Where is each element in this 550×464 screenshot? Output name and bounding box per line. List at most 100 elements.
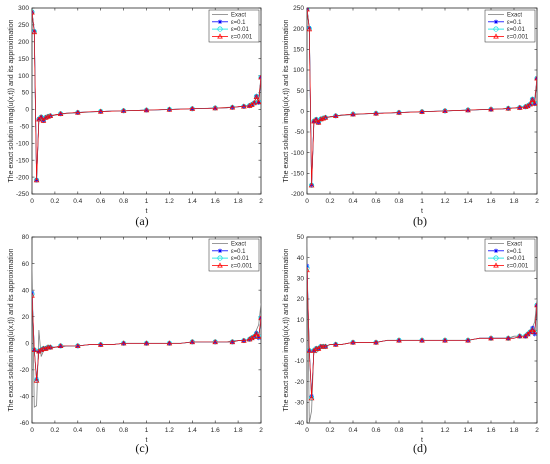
y-tick-label: -100 [16, 140, 29, 147]
data-point-3 [32, 9, 35, 15]
y-axis-label: The exact solution imag(u(x,t)) and its … [8, 19, 15, 182]
data-point-3 [488, 106, 494, 112]
data-point-3 [505, 105, 512, 111]
data-point-3 [307, 267, 310, 273]
series-group [307, 237, 537, 423]
data-point-3 [313, 116, 319, 122]
data-point-3 [465, 107, 471, 113]
legend-entry: Exact [231, 13, 246, 19]
data-point-3 [36, 348, 42, 354]
data-point-3 [189, 339, 196, 345]
data-point-3 [241, 103, 247, 109]
data-point-3 [97, 341, 104, 347]
x-tick-label: 0 [305, 198, 309, 205]
y-tick-label: 50 [297, 234, 305, 241]
y-tick-label: 40 [22, 287, 30, 294]
data-point-3 [531, 100, 537, 106]
data-point-3 [516, 333, 523, 339]
data-point-3 [229, 339, 236, 345]
x-tick-label: 0.8 [119, 198, 128, 205]
data-point-3 [246, 102, 253, 108]
legend-entry: ε=0.1 [231, 249, 246, 255]
x-axis-label: t [421, 437, 423, 444]
data-point-3 [396, 337, 402, 343]
y-tick-label: 40 [297, 255, 305, 262]
x-tick-label: 0.4 [348, 427, 357, 434]
data-point-3 [42, 345, 49, 351]
chart-panel-a: -250 -200 -150 -100 -50 0 50 100 150 200 250 300 0 0.… [8, 5, 263, 228]
x-axis-label: t [146, 437, 148, 444]
x-tick-label: 1.6 [211, 427, 220, 434]
legend-marker [493, 248, 499, 253]
x-tick-label: 1.8 [509, 427, 518, 434]
y-tick-label: -150 [16, 157, 29, 164]
data-point-3 [249, 335, 255, 341]
data-point-3 [534, 302, 537, 308]
x-tick-label: 0 [30, 427, 34, 434]
series-group [307, 8, 537, 188]
y-tick-label: 100 [18, 73, 29, 80]
data-point-3 [40, 117, 47, 123]
y-tick-label: -20 [295, 379, 305, 386]
data-point-1 [256, 335, 261, 341]
data-point-3 [419, 337, 425, 343]
data-point-3 [307, 347, 313, 353]
y-tick-label: 0 [25, 340, 29, 347]
panel-caption: (a) [135, 214, 148, 228]
data-point-3 [350, 111, 356, 117]
y-tick-label: 150 [293, 47, 304, 54]
data-point-3 [442, 107, 448, 114]
legend-entry: ε=0.001 [231, 263, 253, 269]
data-point-3 [373, 339, 379, 345]
legend-entry: Exact [507, 13, 522, 19]
y-tick-label: -50 [20, 124, 30, 131]
data-point-3 [33, 177, 40, 183]
data-point-3 [166, 106, 173, 112]
data-point-3 [38, 347, 44, 353]
x-tick-label: 0.2 [50, 198, 59, 205]
data-point-3 [75, 109, 81, 115]
y-axis-label: The exact solution imag(u(x,t)) and its … [8, 248, 15, 411]
panel-caption: (d) [413, 441, 427, 455]
data-point-3 [251, 333, 257, 339]
x-tick-label: 1 [145, 198, 149, 205]
data-point-3 [143, 340, 150, 346]
chart-panel-c: -60 -40 -20 0 20 40 60 80 0 0.2 0.4 0.6 0.8 1 1.2 1.4 1.… [8, 234, 263, 455]
data-point-3 [419, 108, 425, 114]
data-point-3 [229, 104, 236, 110]
panel-caption: (b) [413, 214, 427, 228]
x-tick-label: 1.4 [463, 427, 472, 434]
x-tick-label: 0.6 [96, 198, 105, 205]
data-point-3 [332, 112, 339, 118]
legend-entry: ε=0.01 [231, 27, 250, 33]
data-point-3 [527, 101, 533, 107]
data-point-3 [251, 100, 257, 106]
data-point-3 [258, 315, 261, 321]
data-point-3 [241, 337, 247, 343]
data-point-3 [350, 339, 356, 345]
data-point-3 [32, 347, 38, 353]
legend-entry: ε=0.001 [231, 34, 253, 40]
y-axis-label: The exact solution imag(u(x,t)) and its … [283, 19, 290, 182]
y-tick-label: 10 [297, 317, 305, 324]
data-point-3 [32, 292, 35, 298]
data-point-3 [442, 337, 448, 343]
y-tick-label: 250 [18, 22, 29, 29]
x-tick-label: 1.2 [440, 198, 449, 205]
x-tick-label: 1.4 [463, 198, 472, 205]
x-tick-label: 1.8 [234, 198, 243, 205]
legend-marker [217, 255, 223, 261]
series-group [32, 9, 261, 183]
legend-entry: ε=0.01 [507, 256, 526, 262]
data-point-3 [308, 182, 315, 188]
data-point-3 [516, 104, 523, 110]
x-tick-label: 0.2 [325, 427, 334, 434]
data-point-3 [332, 341, 339, 347]
legend-entry: Exact [231, 242, 246, 248]
legend-marker [217, 248, 223, 253]
data-point-3 [255, 99, 261, 105]
y-tick-label: -200 [16, 174, 29, 181]
data-point-3 [57, 343, 64, 349]
data-point-3 [373, 110, 379, 116]
